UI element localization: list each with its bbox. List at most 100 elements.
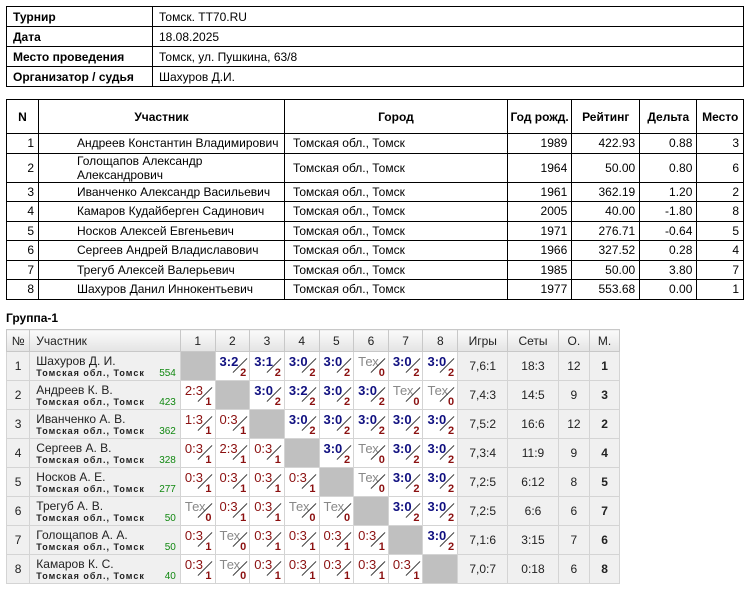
match-result-cell[interactable]: 3:0 2 — [422, 351, 459, 381]
match-result-cell[interactable]: 0:3 1 — [249, 496, 285, 526]
group-row: 4 Сергеев А. В. Томская обл., Томск 328 0:3 1… — [5, 438, 620, 468]
place: 1 — [589, 351, 620, 381]
match-result-cell[interactable]: 3:0 2 — [387, 351, 424, 381]
match-points: 2 — [413, 367, 420, 379]
match-result-cell[interactable]: 0:3 1 — [318, 554, 355, 584]
place: 5 — [589, 467, 620, 497]
match-result-cell[interactable]: 1:3 1 — [179, 409, 216, 439]
match-result-cell[interactable]: 3:0 2 — [422, 496, 459, 526]
match-result-cell[interactable]: 0:3 1 — [353, 525, 389, 555]
match-result-cell[interactable]: 3:0 2 — [283, 351, 320, 381]
match-result-cell[interactable]: Тех 0 — [387, 380, 424, 410]
match-result-cell[interactable]: Тех 0 — [422, 380, 459, 410]
match-result-cell[interactable]: 3:0 2 — [387, 409, 424, 439]
place: 7 — [589, 496, 620, 526]
match-result-cell[interactable]: 0:3 1 — [214, 496, 251, 526]
row-number: 8 — [6, 279, 39, 300]
match-score: 2:3 — [219, 441, 238, 456]
match-score: 3:0 — [323, 383, 343, 398]
match-result-cell[interactable]: 0:3 1 — [318, 525, 355, 555]
row-number: 4 — [6, 201, 39, 222]
match-result-cell[interactable]: Тех 0 — [353, 467, 389, 497]
match-result-cell[interactable]: 3:0 2 — [353, 380, 389, 410]
match-result-cell[interactable]: Тех 0 — [353, 438, 389, 468]
match-result-cell[interactable]: 3:0 2 — [318, 409, 355, 439]
birth-year: 1966 — [506, 240, 573, 261]
match-points: 0 — [378, 483, 385, 495]
rating: 553.68 — [571, 279, 641, 300]
match-result-cell[interactable]: 0:3 1 — [283, 554, 320, 584]
diagonal-cell — [318, 467, 355, 497]
match-score: 0:3 — [184, 528, 203, 543]
table-row: 5 Носков Алексей Евгеньевич Томская обл., … — [6, 220, 744, 241]
match-result-cell[interactable]: Тех 0 — [214, 554, 251, 584]
match-result-cell[interactable]: 0:3 1 — [179, 525, 216, 555]
match-result-cell[interactable]: 3:2 2 — [283, 380, 320, 410]
match-result-cell[interactable]: 2:3 1 — [179, 380, 216, 410]
match-points: 1 — [205, 541, 212, 553]
match-result-cell[interactable]: 3:0 2 — [318, 438, 355, 468]
match-result-cell[interactable]: 3:0 2 — [387, 438, 424, 468]
match-points: 1 — [205, 425, 212, 437]
match-result-cell[interactable]: 3:0 2 — [422, 467, 459, 497]
player-cell: Камаров К. С. Томская обл., Томск 40 — [29, 554, 181, 584]
match-result-cell[interactable]: Тех 0 — [318, 496, 355, 526]
match-result-cell[interactable]: 0:3 1 — [179, 438, 216, 468]
match-result-cell[interactable]: 3:1 2 — [249, 351, 285, 381]
match-result-cell[interactable]: 3:0 2 — [422, 525, 459, 555]
match-result-cell[interactable]: 0:3 1 — [214, 467, 251, 497]
match-result-cell[interactable]: 0:3 1 — [249, 438, 285, 468]
match-result-cell[interactable]: 0:3 1 — [283, 525, 320, 555]
match-score: 3:0 — [392, 470, 412, 485]
match-points: 1 — [344, 570, 351, 582]
info-label: Дата — [6, 26, 153, 47]
match-score: Тех — [219, 557, 241, 572]
match-result-cell[interactable]: 3:0 2 — [318, 351, 355, 381]
match-result-cell[interactable]: 3:0 2 — [318, 380, 355, 410]
column-header: 1 — [179, 329, 216, 352]
match-points: 2 — [448, 367, 455, 379]
match-result-cell[interactable]: Тех 0 — [179, 496, 216, 526]
player-cell: Андреев К. В. Томская обл., Томск 423 — [29, 380, 181, 410]
delta: 0.88 — [639, 133, 698, 154]
match-result-cell[interactable]: Тех 0 — [283, 496, 320, 526]
match-result-cell[interactable]: 3:0 2 — [387, 467, 424, 497]
match-result-cell[interactable]: 0:3 1 — [214, 409, 251, 439]
match-result-cell[interactable]: 0:3 1 — [249, 467, 285, 497]
points: 8 — [557, 467, 591, 497]
match-result-cell[interactable]: 0:3 1 — [249, 554, 285, 584]
match-result-cell[interactable]: 0:3 1 — [179, 467, 216, 497]
player-rating: 50 — [164, 512, 176, 524]
match-points: 1 — [240, 454, 247, 466]
diagonal-cell — [387, 525, 424, 555]
match-result-cell[interactable]: 3:0 2 — [422, 438, 459, 468]
match-score: 3:2 — [288, 383, 308, 398]
match-result-cell[interactable]: 3:0 2 — [353, 409, 389, 439]
match-score: Тех — [358, 354, 379, 369]
match-result-cell[interactable]: 3:2 2 — [214, 351, 251, 381]
participant-name: Голощапов Александр Александрович — [38, 152, 285, 183]
birth-year: 1971 — [506, 220, 573, 241]
column-header: Участник — [38, 99, 285, 134]
player-info: Томская обл., Томск 362 — [30, 426, 180, 437]
match-result-cell[interactable]: 0:3 1 — [283, 467, 320, 497]
match-score: 0:3 — [219, 499, 238, 514]
match-result-cell[interactable]: 0:3 1 — [179, 554, 216, 584]
diagonal-cell — [214, 380, 251, 410]
match-result-cell[interactable]: 3:0 2 — [283, 409, 320, 439]
games: 7,2:5 — [457, 467, 509, 497]
match-score: 2:3 — [184, 383, 203, 398]
match-result-cell[interactable]: Тех 0 — [214, 525, 251, 555]
match-result-cell[interactable]: 0:3 1 — [353, 554, 389, 584]
match-score: 3:0 — [254, 383, 273, 398]
player-city: Томская обл., Томск — [36, 396, 145, 407]
match-result-cell[interactable]: 2:3 1 — [214, 438, 251, 468]
match-result-cell[interactable]: 3:0 2 — [422, 409, 459, 439]
match-result-cell[interactable]: 0:3 1 — [387, 554, 424, 584]
match-result-cell[interactable]: 3:0 2 — [387, 496, 424, 526]
match-result-cell[interactable]: 0:3 1 — [249, 525, 285, 555]
player-info: Томская обл., Томск 277 — [30, 484, 180, 495]
match-score: 0:3 — [288, 528, 307, 543]
match-result-cell[interactable]: 3:0 2 — [249, 380, 285, 410]
match-result-cell[interactable]: Тех 0 — [353, 351, 389, 381]
